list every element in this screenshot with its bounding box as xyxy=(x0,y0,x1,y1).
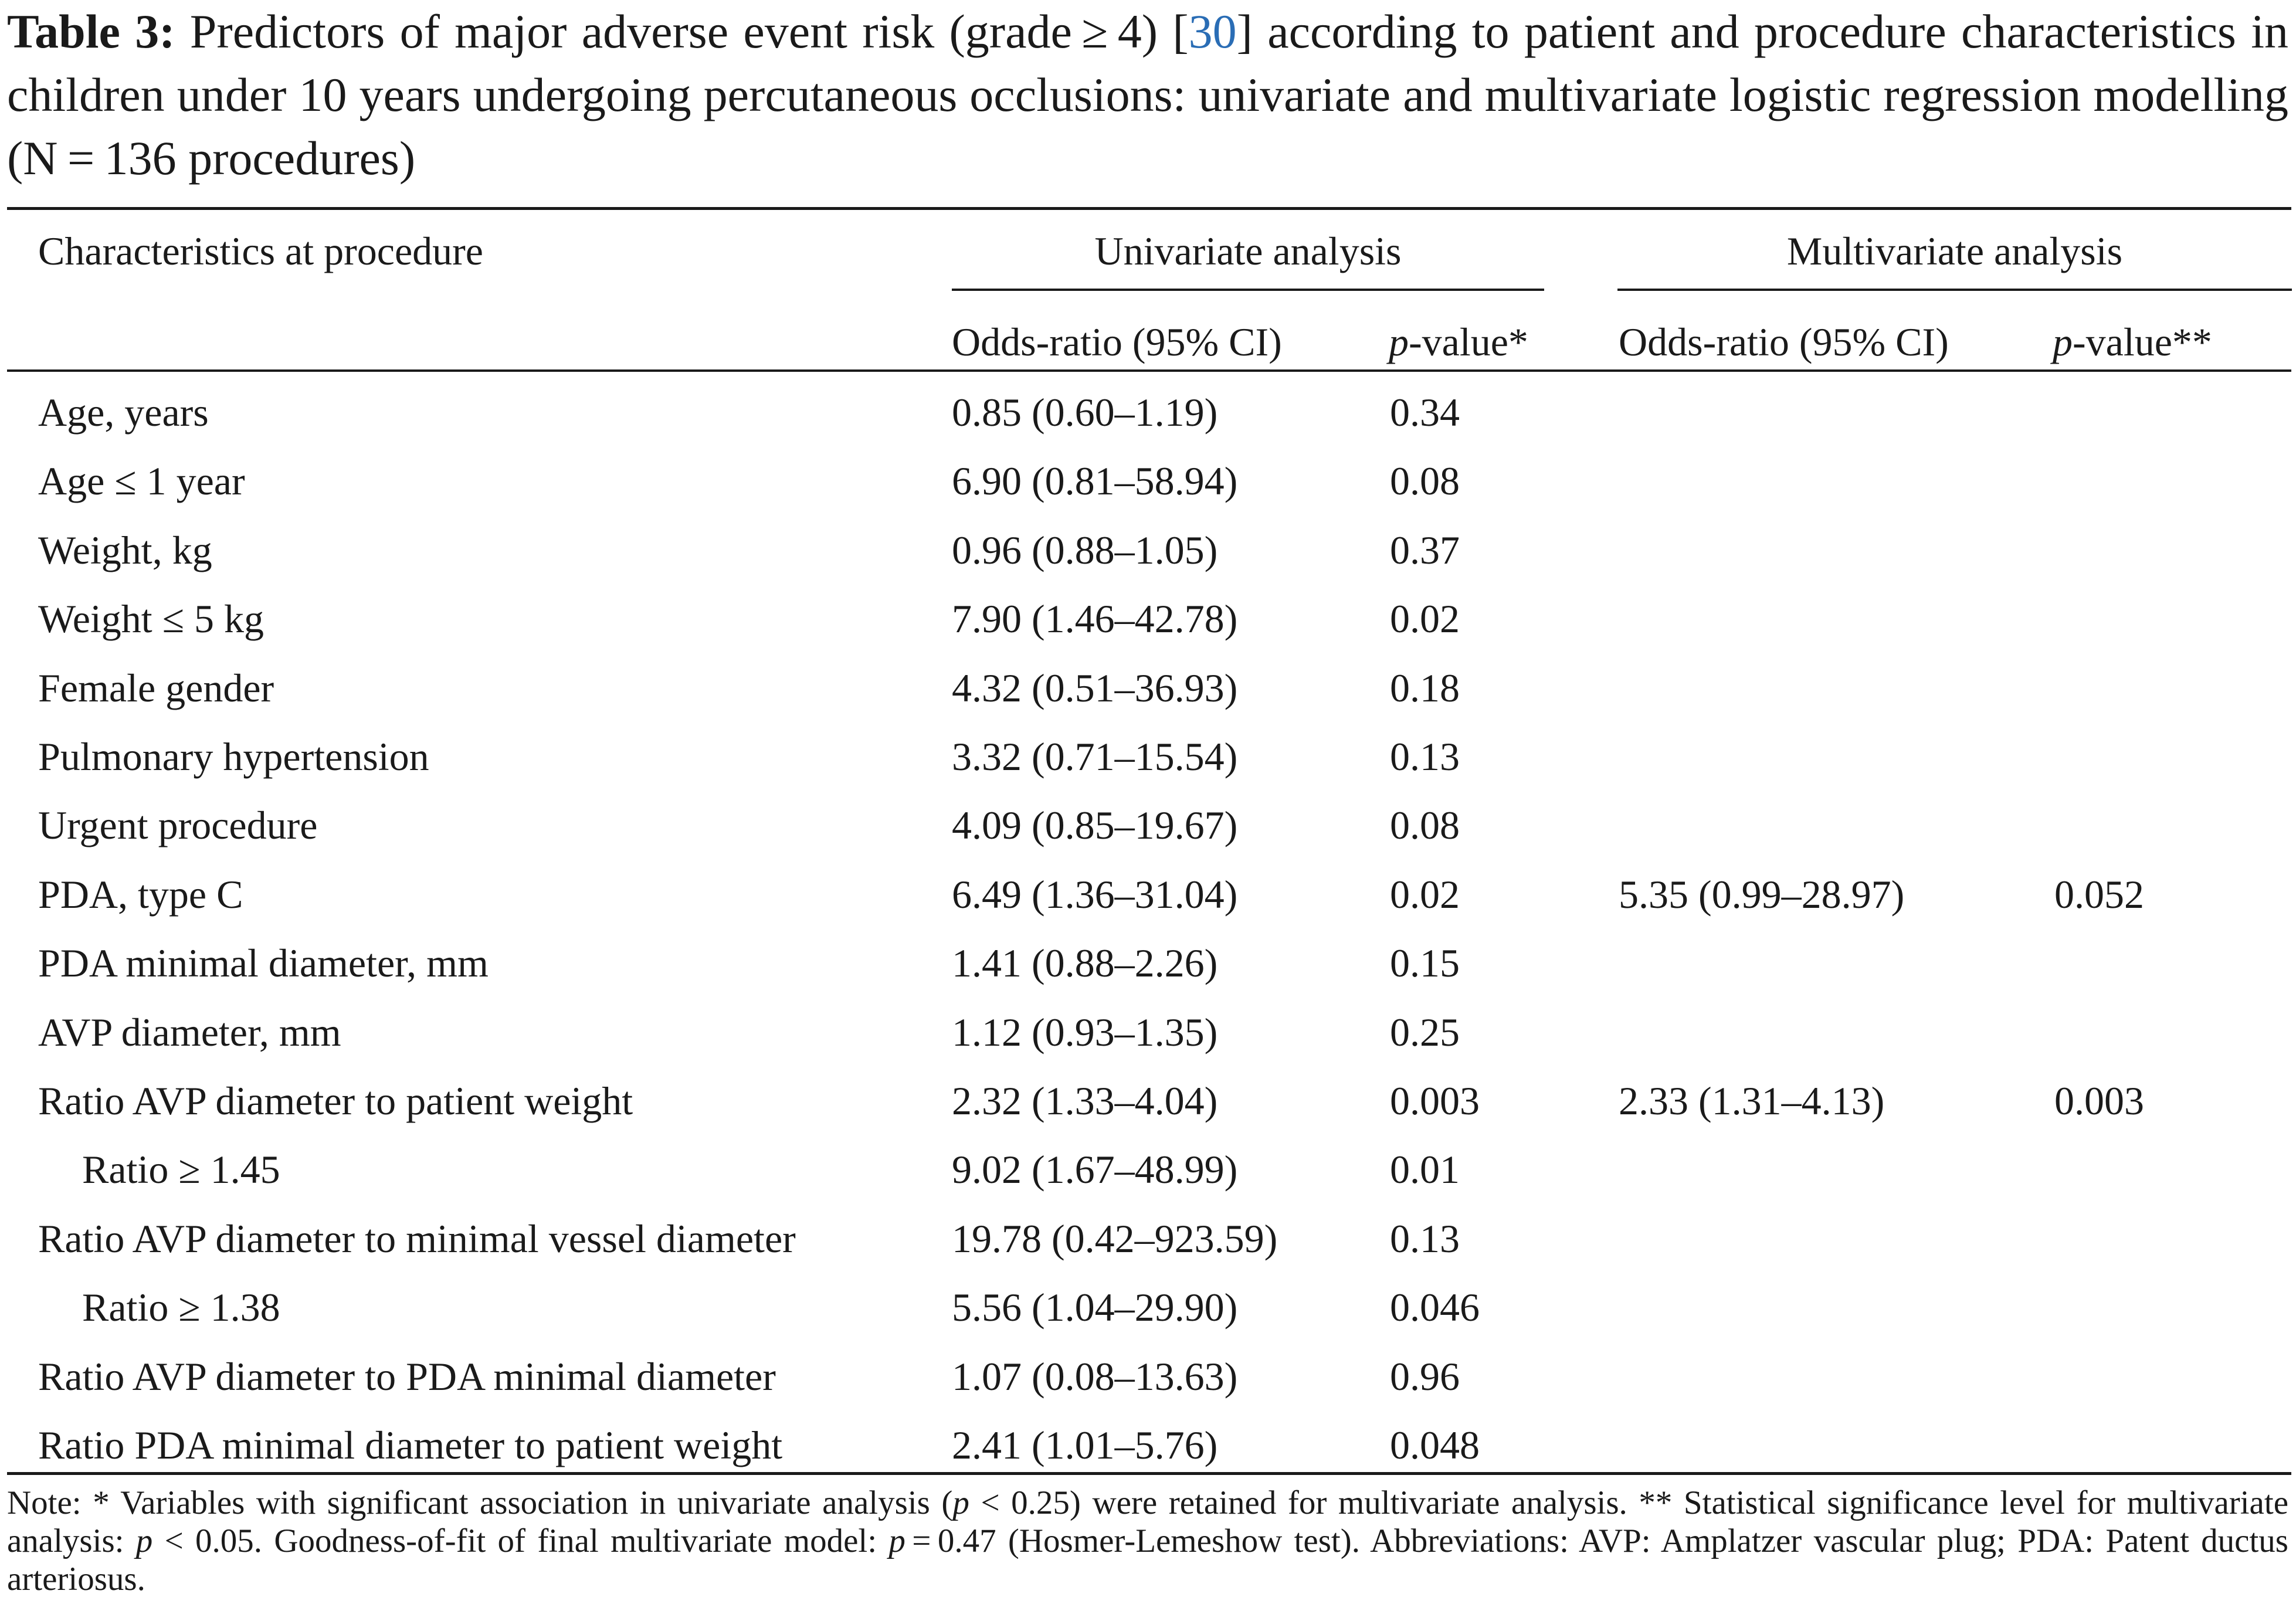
footnote-text: < 0.25) were retained for multivariate a… xyxy=(7,1484,2288,1559)
univariate-p-value: 0.96 xyxy=(1390,1354,1460,1399)
header-multi-p-value: p-value** xyxy=(2053,318,2212,365)
univariate-p-value: 0.08 xyxy=(1390,459,1460,503)
row-label: Weight ≤ 5 kg xyxy=(38,596,264,641)
univariate-p-value: 0.34 xyxy=(1390,390,1460,435)
univariate-odds-ratio: 19.78 (0.42–923.59) xyxy=(952,1216,1278,1261)
univariate-odds-ratio: 6.49 (1.36–31.04) xyxy=(952,872,1238,917)
univariate-p-value: 0.13 xyxy=(1390,734,1460,779)
p-symbol: p xyxy=(952,1484,969,1521)
multivariate-p-value: 0.003 xyxy=(2054,1079,2144,1123)
univariate-p-value: 0.01 xyxy=(1390,1147,1460,1192)
row-label: Ratio ≥ 1.45 xyxy=(82,1147,280,1192)
p-symbol: p xyxy=(2053,320,2073,364)
univariate-odds-ratio: 0.85 (0.60–1.19) xyxy=(952,390,1218,435)
p-symbol: p xyxy=(135,1522,153,1559)
row-label: Ratio AVP diameter to patient weight xyxy=(38,1079,633,1123)
univariate-odds-ratio: 7.90 (1.46–42.78) xyxy=(952,596,1238,641)
table-footnote: Note: * Variables with significant assoc… xyxy=(7,1484,2288,1601)
header-uni-p-value: p-value* xyxy=(1389,318,1528,365)
multivariate-group-rule xyxy=(1617,289,2292,291)
univariate-odds-ratio: 2.41 (1.01–5.76) xyxy=(952,1423,1218,1467)
header-multivariate: Multivariate analysis xyxy=(1786,229,2123,273)
multivariate-p-value: 0.052 xyxy=(2054,872,2144,917)
p-symbol: p xyxy=(888,1522,905,1559)
univariate-group-rule xyxy=(952,289,1544,291)
caption-text-start: Predictors of major adverse event risk (… xyxy=(175,5,1189,58)
row-label: AVP diameter, mm xyxy=(38,1010,341,1054)
row-label: Female gender xyxy=(38,666,274,710)
caption-text-end: ] according to patient and procedure cha… xyxy=(7,5,2288,185)
univariate-p-value: 0.25 xyxy=(1390,1010,1460,1054)
table-caption: Table 3: Predictors of major adverse eve… xyxy=(7,0,2288,190)
univariate-p-value: 0.02 xyxy=(1390,872,1460,917)
p-value-suffix: -value* xyxy=(1409,320,1528,364)
univariate-p-value: 0.18 xyxy=(1390,666,1460,710)
footnote-text: < 0.05. Goodness-of-fit of final multiva… xyxy=(152,1522,889,1559)
row-label: Urgent procedure xyxy=(38,803,318,847)
row-label: Pulmonary hypertension xyxy=(38,734,429,779)
footnote-text: Note: * Variables with significant assoc… xyxy=(7,1484,953,1521)
row-label: Weight, kg xyxy=(38,528,212,572)
univariate-p-value: 0.048 xyxy=(1390,1423,1480,1467)
header-uni-odds-ratio: Odds-ratio (95% CI) xyxy=(952,320,1282,364)
univariate-p-value: 0.003 xyxy=(1390,1079,1480,1123)
table-bottom-rule xyxy=(7,1472,2291,1475)
footnote-text: = 0.47 (Hosmer-Lemeshow test). Abbreviat… xyxy=(7,1522,2288,1598)
multivariate-odds-ratio: 2.33 (1.31–4.13) xyxy=(1619,1079,1885,1123)
univariate-odds-ratio: 3.32 (0.71–15.54) xyxy=(952,734,1238,779)
row-label: Age ≤ 1 year xyxy=(38,459,245,503)
univariate-odds-ratio: 4.32 (0.51–36.93) xyxy=(952,666,1238,710)
univariate-p-value: 0.08 xyxy=(1390,803,1460,847)
univariate-p-value: 0.046 xyxy=(1390,1285,1480,1330)
row-label: Ratio AVP diameter to minimal vessel dia… xyxy=(38,1216,796,1261)
univariate-odds-ratio: 0.96 (0.88–1.05) xyxy=(952,528,1218,572)
univariate-odds-ratio: 1.07 (0.08–13.63) xyxy=(952,1354,1238,1399)
univariate-odds-ratio: 1.41 (0.88–2.26) xyxy=(952,941,1218,985)
header-univariate: Univariate analysis xyxy=(1094,229,1402,273)
univariate-odds-ratio: 6.90 (0.81–58.94) xyxy=(952,459,1238,503)
header-multi-odds-ratio: Odds-ratio (95% CI) xyxy=(1619,320,1949,364)
row-label: Ratio ≥ 1.38 xyxy=(82,1285,280,1330)
univariate-odds-ratio: 1.12 (0.93–1.35) xyxy=(952,1010,1218,1054)
reference-link[interactable]: 30 xyxy=(1188,5,1237,58)
univariate-p-value: 0.13 xyxy=(1390,1216,1460,1261)
row-label: PDA minimal diameter, mm xyxy=(38,941,489,985)
univariate-odds-ratio: 2.32 (1.33–4.04) xyxy=(952,1079,1218,1123)
univariate-p-value: 0.37 xyxy=(1390,528,1460,572)
univariate-odds-ratio: 4.09 (0.85–19.67) xyxy=(952,803,1238,847)
p-symbol: p xyxy=(1389,320,1409,364)
table-label: Table 3: xyxy=(7,5,175,58)
row-label: Age, years xyxy=(38,390,209,435)
row-label: Ratio PDA minimal diameter to patient we… xyxy=(38,1423,783,1467)
row-label: Ratio AVP diameter to PDA minimal diamet… xyxy=(38,1354,776,1399)
row-label: PDA, type C xyxy=(38,872,243,917)
table-top-rule xyxy=(7,207,2291,210)
header-characteristics: Characteristics at procedure xyxy=(38,229,483,273)
multivariate-odds-ratio: 5.35 (0.99–28.97) xyxy=(1619,872,1905,917)
p-value-suffix: -value** xyxy=(2073,320,2212,364)
univariate-p-value: 0.02 xyxy=(1390,596,1460,641)
univariate-odds-ratio: 9.02 (1.67–48.99) xyxy=(952,1147,1238,1192)
header-bottom-rule xyxy=(7,369,2291,372)
univariate-odds-ratio: 5.56 (1.04–29.90) xyxy=(952,1285,1238,1330)
univariate-p-value: 0.15 xyxy=(1390,941,1460,985)
